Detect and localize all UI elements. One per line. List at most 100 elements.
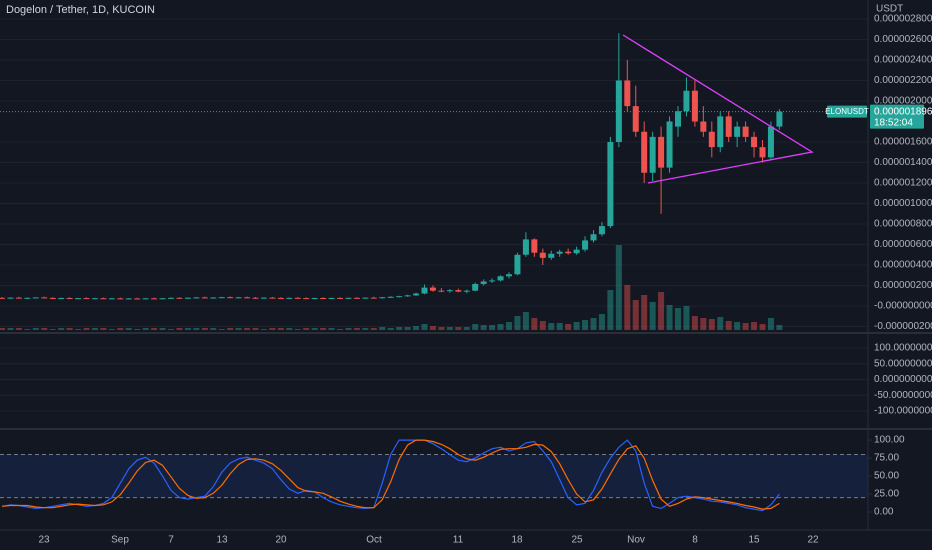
candle-body — [353, 297, 360, 299]
candle-body — [176, 297, 183, 299]
volume-bar — [176, 328, 183, 330]
volume-bar — [615, 245, 622, 330]
volume-bar — [235, 328, 242, 330]
volume-bar — [759, 324, 766, 330]
volume-bar — [514, 316, 521, 330]
y-tick-label: 0.000001000 — [874, 198, 932, 209]
candle-body — [151, 298, 158, 300]
volume-bar — [252, 328, 259, 330]
volume-bar — [210, 328, 217, 330]
volume-bar — [658, 292, 665, 330]
volume-bar — [446, 327, 453, 330]
volume-bar — [311, 328, 318, 330]
marks-layer — [0, 33, 868, 512]
volume-bar — [337, 329, 343, 330]
candle-body — [244, 297, 251, 299]
volume-bar — [506, 322, 512, 330]
candle-body — [658, 136, 665, 168]
candle-body — [666, 121, 673, 168]
volume-bar — [244, 328, 251, 330]
volume-bar — [649, 302, 656, 330]
x-tick-label: Nov — [627, 535, 645, 546]
candle-body — [759, 147, 766, 158]
y-tick-label: 100.00 — [874, 435, 905, 446]
volume-bar — [590, 318, 597, 330]
candle-body — [641, 131, 648, 173]
candle-body — [168, 297, 174, 299]
volume-bar — [125, 328, 132, 330]
volume-bar — [15, 328, 22, 330]
volume-bar — [463, 327, 470, 330]
volume-bar — [429, 326, 436, 330]
y-tick-label: 0.000000200 — [874, 280, 932, 291]
volume-bar — [108, 329, 115, 330]
candle-body — [311, 298, 318, 300]
volume-bar — [396, 327, 403, 330]
volume-bar — [489, 325, 496, 330]
candle-body — [66, 298, 73, 300]
y-tick-label: 0.000000000 — [874, 374, 932, 385]
candle-body — [489, 280, 496, 282]
candle-body — [210, 297, 217, 299]
volume-bar — [269, 328, 276, 330]
y-tick-label: 0.000002400 — [874, 55, 932, 66]
countdown: 18:52:04 — [874, 117, 913, 128]
x-tick-label: 15 — [748, 535, 760, 546]
candle-body — [15, 297, 22, 299]
volume-bar — [539, 321, 546, 330]
candle-body — [506, 274, 512, 277]
candle-body — [91, 298, 98, 300]
y-tick-label: -100.000000000 — [874, 406, 932, 417]
y-tick-label: 50.00 — [874, 471, 899, 482]
candle-body — [438, 290, 445, 292]
volume-bar — [573, 322, 580, 330]
candle-body — [582, 240, 589, 250]
candle-body — [235, 297, 242, 299]
y-tick-label: 0.000001600 — [874, 137, 932, 148]
volume-bar — [548, 323, 555, 330]
symbol-badge — [827, 105, 867, 118]
volume-bar — [455, 327, 462, 330]
candle-body — [497, 276, 504, 281]
y-tick-label: 100.000000000 — [874, 343, 932, 354]
candle-body — [734, 126, 741, 137]
triangle-trendline — [622, 34, 814, 184]
x-tick-label: Oct — [366, 535, 382, 546]
candle-body — [303, 298, 310, 300]
candle-body — [624, 80, 631, 107]
volume-bar — [159, 328, 166, 330]
candle-body — [514, 254, 521, 275]
y-tick-label: -0.000000200 — [874, 321, 932, 332]
candle-body — [598, 226, 605, 235]
candle-body — [607, 141, 614, 227]
candle-body — [751, 136, 758, 148]
candle-body — [269, 297, 276, 299]
candle-body — [675, 111, 681, 127]
candle-body — [328, 297, 335, 299]
candle-body — [522, 239, 529, 255]
candle-body — [413, 293, 420, 296]
x-tick-label: 7 — [168, 535, 174, 546]
candle-body — [286, 297, 293, 299]
y-tick-label: 0.000000400 — [874, 260, 932, 271]
candle-body — [218, 297, 225, 299]
volume-bar — [379, 327, 386, 330]
y-tick-label: 0.000002800 — [874, 14, 932, 25]
volume-bar — [193, 328, 200, 330]
x-tick-label: 20 — [275, 535, 287, 546]
candle-body — [260, 297, 267, 299]
indicator-line — [1, 439, 780, 510]
candle-body — [725, 116, 732, 137]
candle-body — [108, 298, 115, 300]
y-tick-label: 0.000001200 — [874, 178, 932, 189]
volume-bar — [75, 329, 82, 330]
y-tick-label: 25.00 — [874, 489, 899, 500]
volume-bar — [717, 317, 724, 330]
volume-bar — [49, 329, 56, 330]
candle-body — [370, 297, 377, 299]
volume-bar — [624, 285, 631, 330]
volume-bar — [700, 318, 707, 330]
symbol-title: Dogelon / Tether, 1D, KUCOIN — [6, 4, 155, 16]
volume-bar — [151, 328, 158, 330]
candle-body — [49, 297, 56, 299]
